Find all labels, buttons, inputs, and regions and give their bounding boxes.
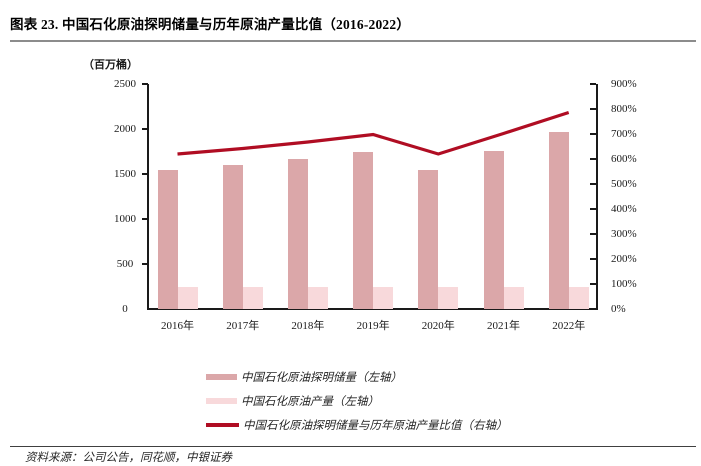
bar-production xyxy=(307,286,328,309)
footer-divider xyxy=(10,446,696,447)
left-axis-tick-label: 0 xyxy=(122,303,128,315)
title-divider xyxy=(10,40,696,42)
left-axis-tick-label: 1000 xyxy=(114,213,136,225)
x-axis-category-label: 2016年 xyxy=(161,320,194,332)
legend-label: 中国石化原油探明储量与历年原油产量比值（右轴） xyxy=(243,420,508,432)
left-axis-tick xyxy=(142,83,148,85)
bar-reserves xyxy=(222,164,243,309)
right-axis-tick xyxy=(590,158,596,160)
x-axis-category-label: 2022年 xyxy=(552,320,586,332)
bar-production xyxy=(373,286,394,309)
legend-item: 中国石化原油探明储量（左轴） xyxy=(206,369,402,385)
x-axis-category-label: 2017年 xyxy=(226,320,260,332)
left-axis-tick-label: 2500 xyxy=(114,78,136,90)
right-axis-tick xyxy=(590,208,596,210)
x-axis-category-label: 2018年 xyxy=(291,320,325,332)
x-axis-category-label: 2021年 xyxy=(487,320,520,332)
legend-label: 中国石化原油产量（左轴） xyxy=(241,396,379,408)
legend-swatch-production xyxy=(206,398,237,404)
right-axis-tick-label: 0% xyxy=(611,303,626,315)
left-axis-tick-label: 500 xyxy=(116,258,134,270)
left-axis-tick-label: 2000 xyxy=(114,123,136,135)
right-axis-tick xyxy=(590,258,596,260)
x-axis-category-label: 2019年 xyxy=(356,320,390,332)
left-axis-tick xyxy=(142,218,148,220)
right-axis-tick-label: 900% xyxy=(611,78,637,90)
left-axis-tick xyxy=(142,128,148,130)
right-axis-tick-label: 200% xyxy=(611,253,637,265)
right-axis-tick-label: 400% xyxy=(611,203,637,215)
bar-production xyxy=(177,286,198,309)
right-axis-tick xyxy=(590,133,596,135)
bar-reserves xyxy=(353,151,374,309)
right-axis-tick-label: 600% xyxy=(611,153,637,165)
right-axis-tick-label: 700% xyxy=(611,128,637,140)
right-axis-tick-label: 100% xyxy=(611,278,637,290)
right-axis-line xyxy=(596,84,598,309)
legend-swatch-reserves xyxy=(206,374,237,380)
source-note: 资料来源：公司公告，同花顺，中银证券 xyxy=(25,452,232,464)
bar-reserves xyxy=(548,132,569,309)
right-axis-tick xyxy=(590,183,596,185)
right-axis-tick xyxy=(590,283,596,285)
ratio-line xyxy=(177,110,570,156)
right-axis-tick-label: 500% xyxy=(611,178,637,190)
x-axis-line xyxy=(147,308,598,310)
legend-item: 中国石化原油产量（左轴） xyxy=(206,393,379,409)
legend-item: 中国石化原油探明储量与历年原油产量比值（右轴） xyxy=(206,417,508,433)
left-axis-tick xyxy=(142,173,148,175)
bar-reserves xyxy=(287,158,308,309)
bar-reserves xyxy=(418,169,439,309)
x-axis-category-label: 2020年 xyxy=(421,320,455,332)
right-axis-tick xyxy=(590,233,596,235)
ratio-polyline xyxy=(177,110,570,156)
left-axis-tick xyxy=(142,263,148,265)
bar-reserves xyxy=(483,151,504,309)
bar-production xyxy=(568,286,589,309)
right-axis-tick xyxy=(590,83,596,85)
page-title: 图表 23. 中国石化原油探明储量与历年原油产量比值（2016-2022） xyxy=(10,17,411,32)
bar-reserves xyxy=(157,169,178,309)
left-axis-line xyxy=(147,84,149,309)
right-axis-tick-label: 300% xyxy=(611,228,637,240)
bar-production xyxy=(242,286,263,309)
right-axis-tick xyxy=(590,108,596,110)
left-axis-unit-label: （百万桶） xyxy=(83,59,138,71)
bar-production xyxy=(503,286,524,309)
left-axis-tick-label: 1500 xyxy=(114,168,136,180)
legend-swatch-ratio-line xyxy=(206,423,239,427)
legend-label: 中国石化原油探明储量（左轴） xyxy=(241,372,402,384)
right-axis-tick-label: 800% xyxy=(611,103,637,115)
bar-production xyxy=(438,286,459,309)
